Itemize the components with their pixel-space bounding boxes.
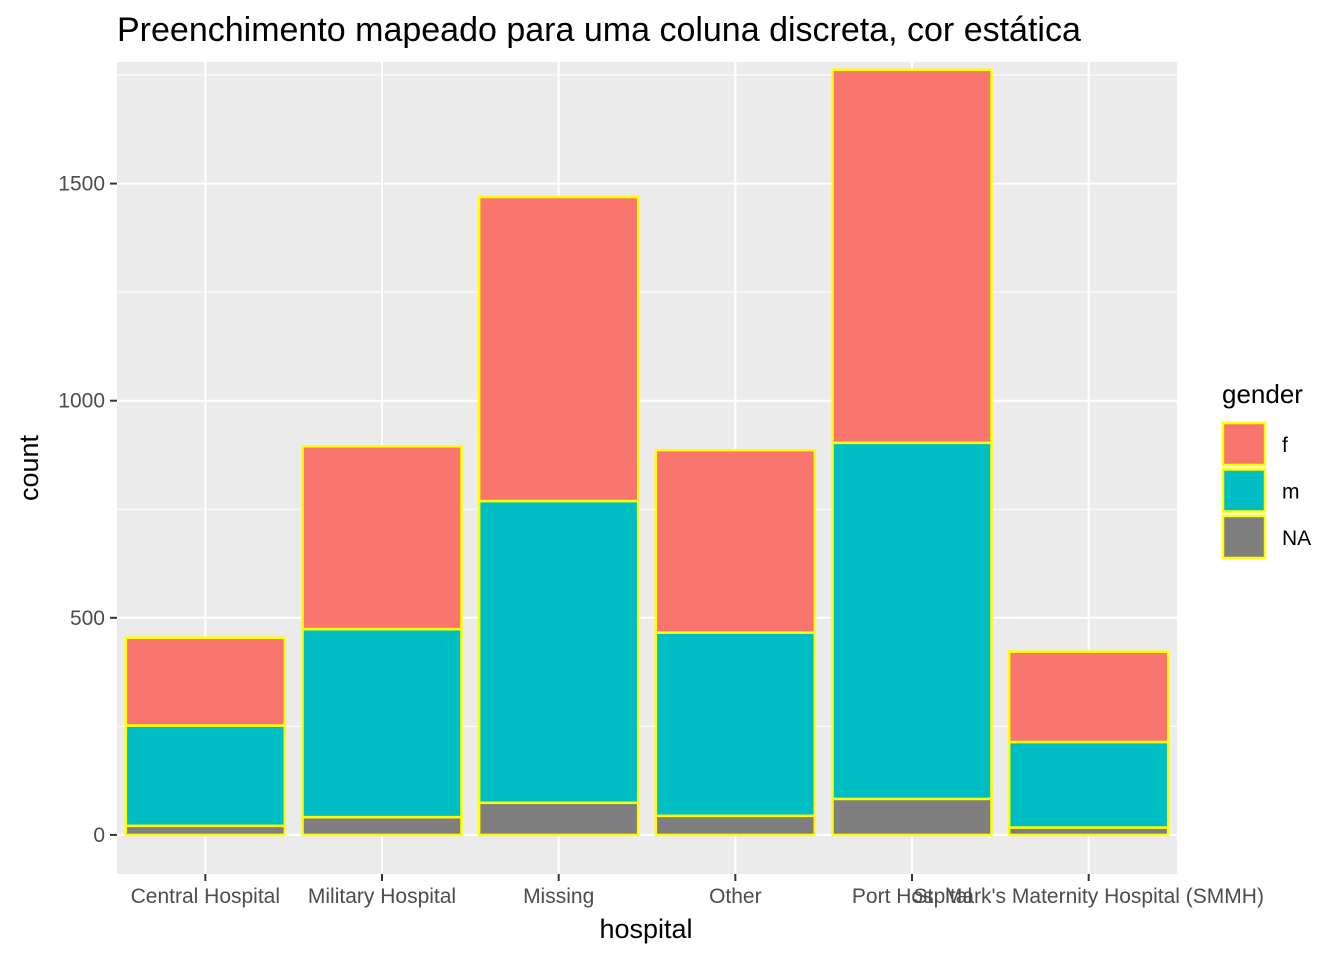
y-axis: 0 500 1000 1500 [58, 173, 117, 847]
bar-segment-f [477, 195, 640, 503]
y-axis-title: count [14, 434, 44, 501]
y-tick-label: 1000 [58, 390, 105, 413]
bars-layer [124, 68, 1170, 837]
x-tick-label: Other [709, 885, 762, 908]
legend-key-m [1221, 468, 1267, 513]
legend-key-f [1221, 421, 1267, 467]
bar-segment-f [124, 636, 287, 727]
legend-label: f [1282, 434, 1288, 457]
x-tick-label: Missing [523, 885, 594, 908]
legend-title: gender [1222, 379, 1303, 409]
y-tick-label: 1500 [58, 173, 105, 196]
bar-segment-m [124, 724, 287, 828]
bar-segment-m [654, 631, 817, 818]
bar-segment-f [1007, 650, 1170, 744]
bar-segment-f [831, 68, 993, 445]
legend-label: NA [1282, 527, 1311, 550]
legend-label: m [1282, 481, 1300, 504]
legend: gender f m NA [1221, 379, 1311, 560]
x-tick-label: Port Hospital [852, 885, 972, 908]
bar-segment-na [654, 814, 817, 837]
bar-segment-na [124, 824, 287, 837]
y-tick-label: 500 [70, 607, 105, 630]
bar-segment-f [301, 445, 463, 631]
x-tick-label: St. Mark's Maternity Hospital (SMMH) [913, 885, 1264, 908]
bar-segment-na [477, 801, 640, 837]
bar-segment-m [831, 441, 993, 801]
legend-key-na [1221, 514, 1267, 560]
bar-segment-m [1007, 740, 1170, 829]
bar-segment-na [831, 797, 993, 837]
chart-title: Preenchimento mapeado para uma coluna di… [117, 11, 1081, 49]
x-tick-label: Central Hospital [131, 885, 280, 908]
x-axis-title: hospital [599, 914, 692, 944]
bar-segment-m [477, 499, 640, 805]
x-tick-label: Military Hospital [308, 885, 456, 908]
x-axis: Central Hospital Military Hospital Missing… [131, 874, 1264, 908]
bar-segment-m [301, 627, 463, 819]
bar-segment-na [301, 815, 463, 837]
y-tick-label: 0 [93, 824, 105, 847]
panel-background [117, 62, 1177, 874]
bar-segment-f [654, 448, 817, 634]
